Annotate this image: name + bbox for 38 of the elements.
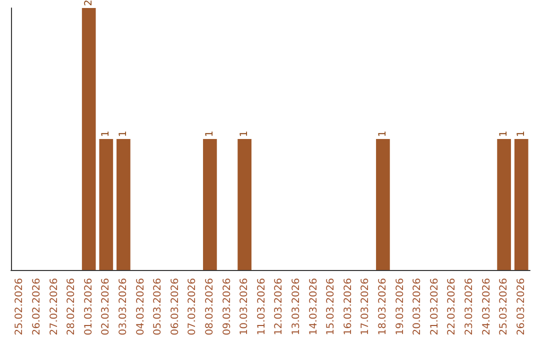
x-tick-label: 04.03.2026 [135,278,146,336]
x-tick-label: 23.03.2026 [464,278,475,336]
x-tick-label: 26.02.2026 [31,278,42,336]
data-label: 1 [118,130,129,137]
x-tick-label: 02.03.2026 [100,278,112,336]
data-label: 1 [498,130,510,137]
x-tick-label: 17.03.2026 [360,278,372,336]
x-tick-label: 16.03.2026 [342,278,354,336]
x-tick-label: 21.03.2026 [429,278,440,336]
data-label: 1 [516,130,527,137]
x-tick-label: 27.02.2026 [48,278,60,336]
data-label: 1 [377,130,388,137]
x-tick-label: 12.03.2026 [274,278,285,336]
x-tick-label: 20.03.2026 [412,278,424,336]
x-tick-label: 08.03.2026 [204,278,216,336]
x-tick-label: 15.03.2026 [326,278,337,336]
x-tick-label: 18.03.2026 [377,278,388,336]
x-tick-label: 01.03.2026 [83,278,94,336]
x-tick-label: 05.03.2026 [152,278,164,336]
x-tick-label: 10.03.2026 [239,278,250,336]
x-tick-label: 06.03.2026 [170,278,181,336]
x-tick-label: 22.03.2026 [446,278,458,336]
x-tick-label: 14.03.2026 [308,278,320,336]
x-tick-label: 24.03.2026 [481,278,492,336]
data-label: 1 [204,130,216,137]
x-tick-label: 13.03.2026 [290,278,302,336]
data-label: 1 [100,130,112,137]
x-tick-label: 28.02.2026 [66,278,78,336]
x-tick-label: 03.03.2026 [118,278,129,336]
x-tick-label: 11.03.2026 [256,278,268,336]
x-tick-label: 26.03.2026 [516,278,527,336]
x-tick-label: 25.03.2026 [498,278,510,336]
data-label: 1 [239,130,250,137]
x-tick-label: 25.02.2026 [14,278,26,336]
x-tick-label: 19.03.2026 [394,278,406,336]
x-tick-label: 07.03.2026 [187,278,198,336]
x-tick-label: 09.03.2026 [222,278,233,336]
data-label: 2 [83,0,94,6]
